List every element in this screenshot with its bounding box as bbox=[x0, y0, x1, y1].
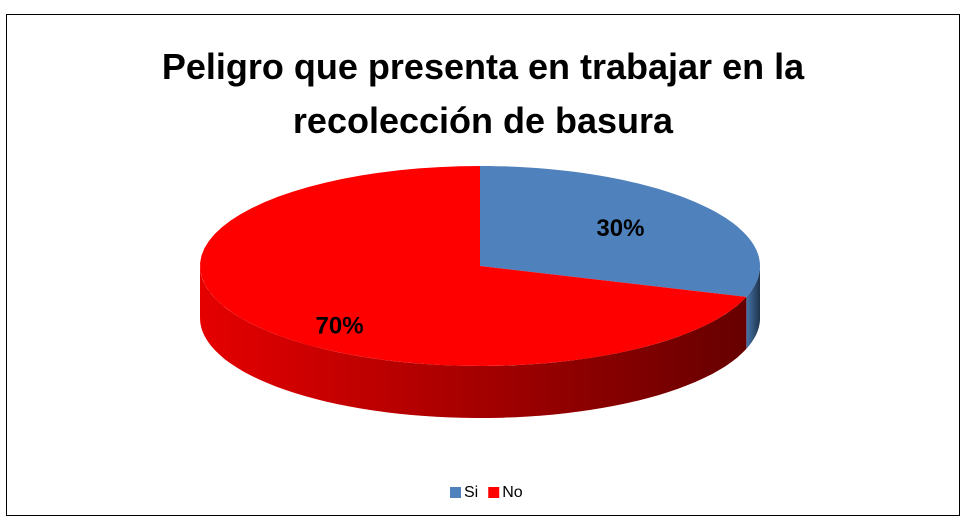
slice bbox=[200, 166, 747, 366]
legend-swatch bbox=[488, 487, 500, 498]
slice bbox=[480, 166, 760, 297]
legend-label: Si bbox=[464, 484, 478, 501]
slice-side-shade bbox=[200, 266, 747, 418]
legend-label: No bbox=[502, 484, 523, 501]
slice-side bbox=[200, 266, 747, 418]
slice-side bbox=[746, 266, 760, 349]
chart-frame bbox=[6, 14, 960, 516]
legend-swatch bbox=[450, 487, 461, 498]
data-label: 70% bbox=[316, 313, 364, 340]
chart-title: Peligro que presenta en trabajar en la r… bbox=[161, 46, 805, 141]
data-label: 30% bbox=[596, 215, 644, 242]
slice-side-shade bbox=[746, 266, 760, 349]
